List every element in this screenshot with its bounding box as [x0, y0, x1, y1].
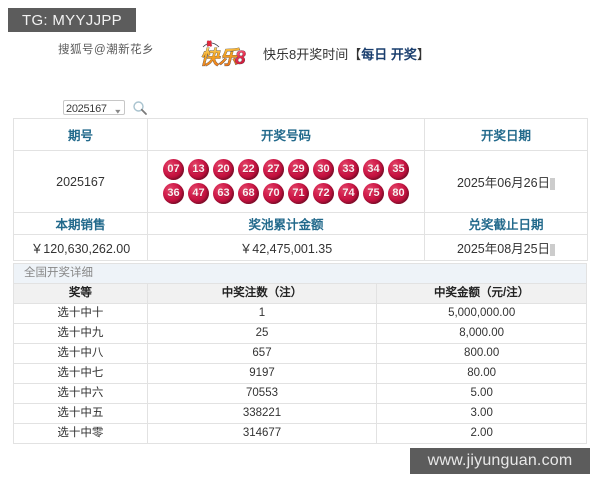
- svg-text:快乐: 快乐: [200, 47, 240, 69]
- svg-text:8: 8: [235, 48, 246, 69]
- svg-text:快乐8开奖时间【每日 开奖】: 快乐8开奖时间【每日 开奖】: [263, 47, 430, 62]
